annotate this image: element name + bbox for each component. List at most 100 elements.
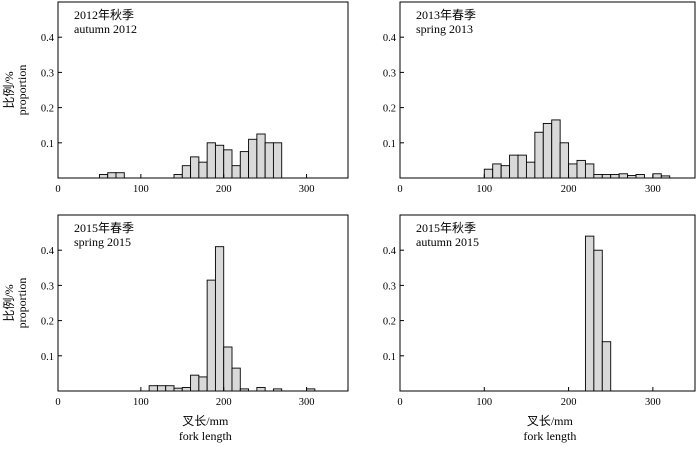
- histogram-bar: [601, 341, 612, 392]
- histogram-bar: [500, 165, 511, 179]
- x-tick-label: 200: [216, 184, 232, 195]
- y-tick-label: 0.4: [383, 246, 397, 257]
- histogram-bar: [492, 163, 502, 179]
- histogram-bar: [198, 376, 208, 392]
- y-tick-label: 0.3: [41, 68, 54, 79]
- histogram-bar: [593, 249, 603, 392]
- histogram-bar: [148, 385, 158, 392]
- y-tick-label: 0.4: [41, 33, 55, 44]
- histogram-bar: [248, 138, 258, 179]
- histogram-bar: [173, 174, 183, 179]
- y-tick-label: 0.2: [383, 317, 396, 328]
- y-axis-label: 比例/%: [2, 284, 16, 321]
- histogram-bar: [98, 174, 109, 179]
- y-tick-label: 0.1: [383, 352, 396, 363]
- y-tick-label: 0.3: [383, 68, 396, 79]
- histogram-bar: [627, 175, 637, 179]
- y-tick-label: 0.1: [383, 139, 396, 150]
- histogram-bar: [156, 385, 167, 392]
- x-tick-label: 0: [55, 397, 60, 408]
- x-tick-label: 200: [216, 397, 232, 408]
- histogram-bar: [256, 133, 266, 179]
- histogram-bar: [107, 172, 117, 179]
- x-tick-label: 300: [299, 397, 315, 408]
- histogram-bar: [181, 165, 192, 179]
- histogram-bar: [660, 175, 671, 179]
- panel-subtitle: spring 2013: [416, 22, 473, 36]
- histogram-bar: [223, 149, 233, 179]
- histogram-bar: [272, 388, 283, 392]
- y-tick-label: 0.1: [41, 139, 54, 150]
- histogram-bar: [165, 385, 175, 392]
- x-tick-label: 200: [561, 397, 577, 408]
- x-tick-label: 300: [645, 184, 661, 195]
- panel-title: 2013年春季: [416, 8, 476, 22]
- y-axis-label-en: proportion: [15, 278, 29, 329]
- histogram-bar: [256, 387, 266, 392]
- histogram-bar: [576, 159, 586, 179]
- histogram-bar: [239, 151, 250, 179]
- x-tick-label: 100: [476, 184, 492, 195]
- histogram-bar: [206, 142, 216, 179]
- histogram-bar: [542, 122, 553, 179]
- histogram-bar: [635, 174, 645, 179]
- histogram-bar: [483, 168, 494, 179]
- histogram-bar: [610, 174, 620, 179]
- y-tick-label: 0.2: [41, 104, 54, 115]
- histogram-bar: [223, 346, 233, 392]
- y-axis-label-en: proportion: [15, 65, 29, 116]
- x-tick-label: 0: [397, 397, 402, 408]
- x-tick-label: 0: [55, 184, 60, 195]
- histogram-bar: [584, 163, 595, 179]
- panel-subtitle: autumn 2012: [74, 22, 137, 36]
- x-axis-label: 叉长/mm: [182, 414, 229, 428]
- x-tick-label: 100: [133, 184, 149, 195]
- histogram-bar: [173, 387, 183, 392]
- histogram-bar: [198, 161, 208, 179]
- y-tick-label: 0.4: [383, 33, 397, 44]
- x-tick-label: 300: [645, 397, 661, 408]
- x-tick-label: 300: [299, 184, 315, 195]
- histogram-bar: [559, 142, 570, 179]
- y-tick-label: 0.1: [41, 352, 54, 363]
- panel-subtitle: spring 2015: [74, 235, 131, 249]
- histogram-bar: [231, 165, 241, 179]
- histogram-bar: [190, 156, 200, 179]
- histogram-bar: [272, 142, 283, 179]
- x-tick-label: 100: [133, 397, 149, 408]
- y-axis-label: 比例/%: [2, 71, 16, 108]
- histogram-bar: [181, 387, 192, 392]
- panel-subtitle: autumn 2015: [416, 235, 479, 249]
- histogram-bar: [618, 173, 629, 179]
- y-tick-label: 0.4: [41, 246, 55, 257]
- histogram-bar: [214, 144, 225, 179]
- histogram-bar: [525, 161, 536, 179]
- panel-title: 2015年春季: [74, 221, 134, 235]
- histogram-bar: [551, 119, 561, 179]
- histogram-bar: [652, 173, 662, 179]
- histogram-bar: [239, 388, 250, 392]
- x-axis-label-en: fork length: [179, 429, 232, 443]
- histogram-bar: [509, 154, 519, 179]
- histogram-bar: [264, 142, 274, 179]
- histogram-bar: [306, 388, 316, 392]
- x-tick-label: 100: [476, 397, 492, 408]
- histogram-bar: [115, 172, 125, 179]
- y-tick-label: 0.2: [383, 104, 396, 115]
- panel-title: 2012年秋季: [74, 8, 134, 22]
- histogram-bar: [214, 246, 225, 392]
- histogram-bar: [206, 279, 216, 392]
- panel-title: 2015年秋季: [416, 221, 476, 235]
- x-axis-label-en: fork length: [523, 429, 576, 443]
- histogram-bar: [593, 174, 603, 179]
- histogram-bar: [534, 131, 544, 179]
- histogram-bar: [568, 163, 578, 179]
- y-tick-label: 0.2: [41, 317, 54, 328]
- x-axis-label: 叉长/mm: [527, 414, 574, 428]
- x-tick-label: 0: [397, 184, 402, 195]
